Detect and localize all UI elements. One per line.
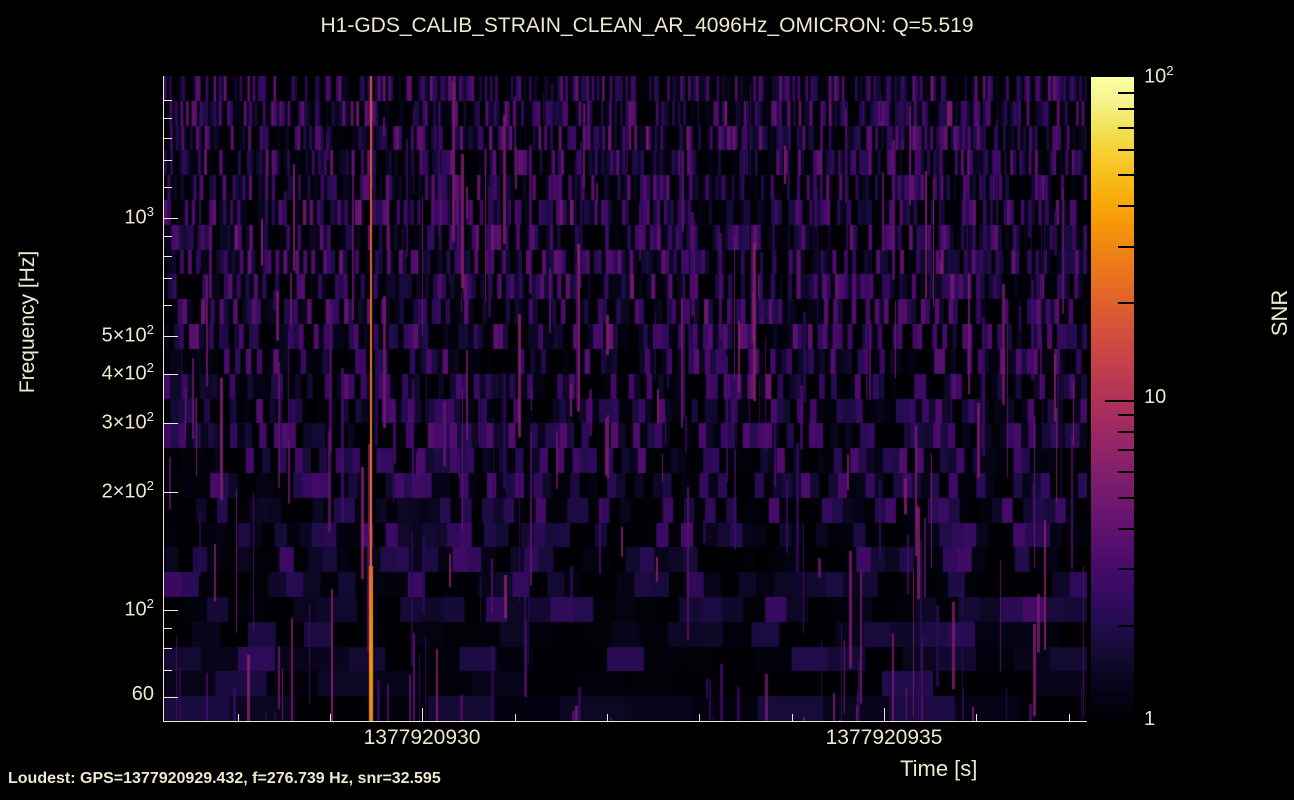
colorbar-tick-label: 1 (1144, 708, 1156, 730)
x-tick-major (422, 708, 423, 721)
colorbar-tick-minor (1118, 625, 1134, 627)
colorbar-tick-minor (1118, 108, 1134, 110)
x-tick-minor (976, 714, 977, 721)
colorbar-tick-minor (1118, 568, 1134, 570)
colorbar-tick-minor (1118, 414, 1134, 416)
colorbar-tick-major (1105, 400, 1134, 402)
colorbar-tick-minor (1118, 449, 1134, 451)
colorbar-tick-minor (1118, 246, 1134, 248)
x-axis-line (163, 721, 1087, 722)
y-tick-minor (164, 236, 172, 237)
colorbar-tick-minor (1118, 127, 1134, 129)
colorbar-tick-minor (1118, 149, 1134, 151)
loudest-event-caption: Loudest: GPS=1377920929.432, f=276.739 H… (8, 770, 441, 787)
y-tick-label: 3×102 (101, 409, 154, 434)
y-tick-minor (164, 100, 172, 101)
y-tick-major (164, 218, 178, 219)
x-tick-major (884, 708, 885, 721)
y-tick-label: 102 (124, 596, 154, 621)
y-tick-minor (164, 118, 172, 119)
y-tick-minor (164, 160, 172, 161)
y-tick-minor (164, 305, 172, 306)
x-tick-minor (330, 714, 331, 721)
colorbar-title: SNR (1267, 289, 1292, 337)
spectrogram-canvas[interactable] (164, 76, 1087, 721)
y-tick-label: 5×102 (101, 322, 154, 347)
y-tick-label: 60 (131, 683, 154, 705)
x-tick-minor (792, 714, 793, 721)
y-tick-major (164, 336, 178, 337)
colorbar-tick-minor (1118, 205, 1134, 207)
colorbar-tick-minor (1118, 431, 1134, 433)
y-tick-label: 103 (124, 204, 154, 229)
y-tick-minor (164, 256, 172, 257)
y-tick-major (164, 492, 178, 493)
y-tick-label: 4×102 (101, 360, 154, 385)
colorbar-tick-minor (1118, 302, 1134, 304)
page-title: H1-GDS_CALIB_STRAIN_CLEAN_AR_4096Hz_OMIC… (320, 14, 974, 37)
y-tick-minor (164, 628, 172, 629)
colorbar-gradient (1091, 77, 1134, 722)
y-axis-line (163, 76, 164, 722)
x-tick-minor (515, 714, 516, 721)
y-tick-minor (164, 648, 172, 649)
spectrogram-plot-area[interactable] (164, 76, 1087, 721)
colorbar-tick-label: 102 (1144, 63, 1174, 88)
y-tick-minor (164, 187, 172, 188)
y-tick-major (164, 423, 178, 424)
y-tick-minor (164, 278, 172, 279)
x-tick-minor (607, 714, 608, 721)
x-axis-title: Time [s] (900, 756, 978, 781)
y-tick-minor (164, 138, 172, 139)
colorbar-tick-minor (1118, 528, 1134, 530)
x-tick-minor (238, 714, 239, 721)
x-tick-minor (1069, 714, 1070, 721)
x-tick-label: 1377920930 (363, 726, 481, 749)
y-tick-major (164, 374, 178, 375)
colorbar-tick-minor (1118, 471, 1134, 473)
y-tick-label: 2×102 (101, 478, 154, 503)
colorbar-tick-minor (1118, 497, 1134, 499)
colorbar-tick-minor (1118, 92, 1134, 94)
x-tick-label: 1377920935 (825, 726, 943, 749)
y-tick-major (164, 697, 178, 698)
y-tick-minor (164, 670, 172, 671)
colorbar[interactable] (1091, 77, 1134, 722)
colorbar-tick-minor (1118, 174, 1134, 176)
x-tick-minor (699, 714, 700, 721)
y-tick-major (164, 610, 178, 611)
colorbar-tick-label: 10 (1144, 386, 1167, 408)
